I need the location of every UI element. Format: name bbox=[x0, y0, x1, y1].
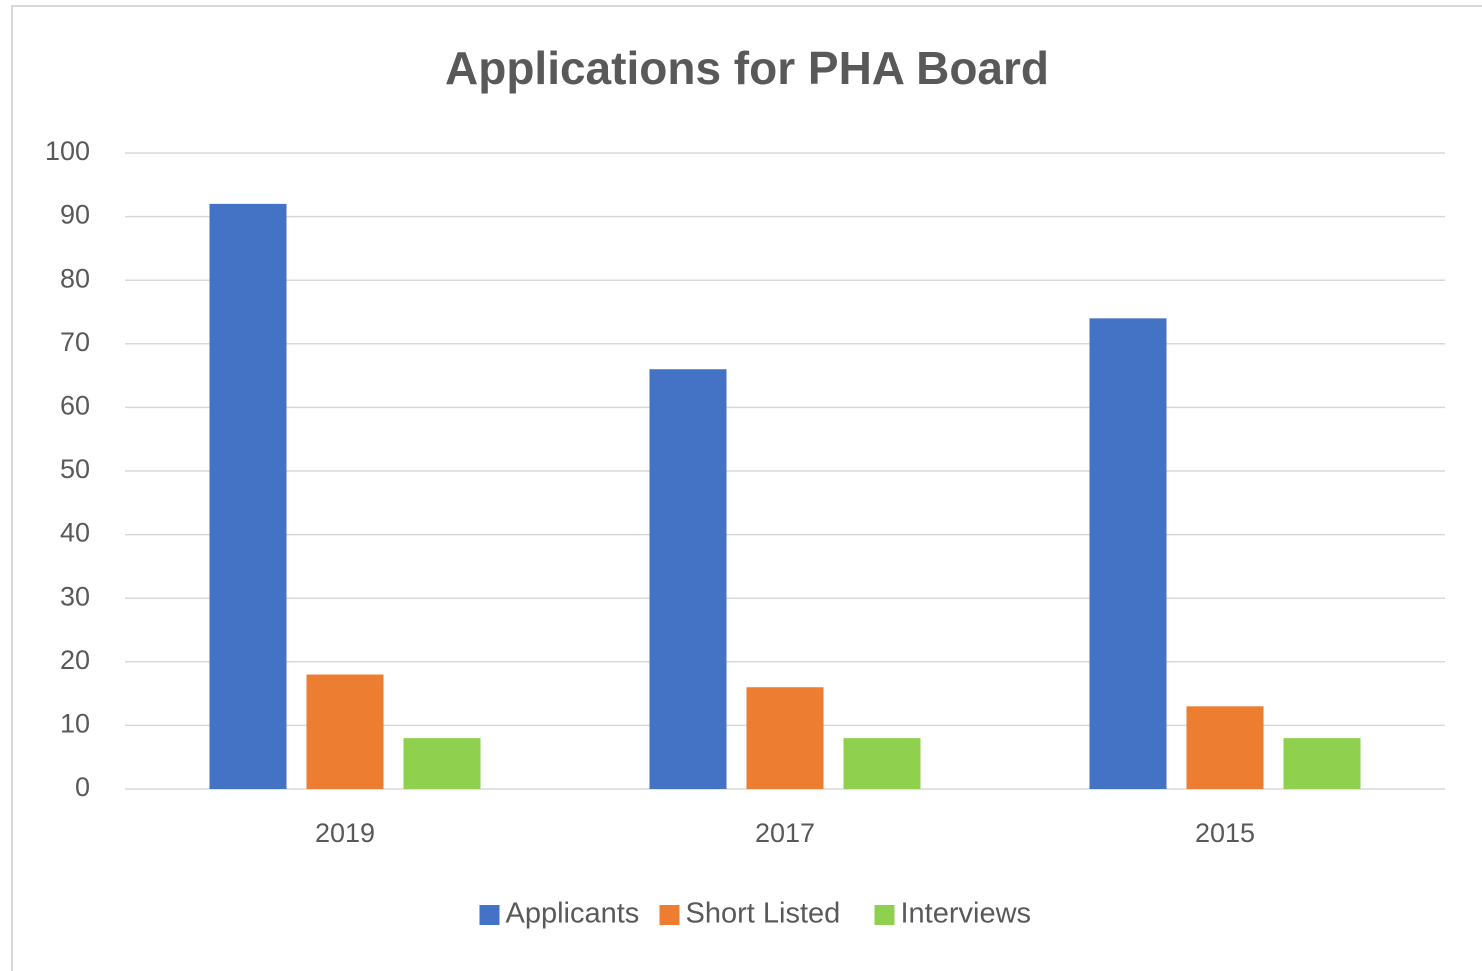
bar bbox=[1186, 706, 1264, 789]
y-tick-label: 10 bbox=[60, 709, 90, 739]
bar bbox=[843, 738, 921, 789]
y-tick-label: 60 bbox=[60, 391, 90, 421]
x-tick-label: 2019 bbox=[315, 818, 375, 848]
y-tick-label: 100 bbox=[45, 136, 90, 166]
bar bbox=[1283, 738, 1361, 789]
y-tick-label: 90 bbox=[60, 200, 90, 230]
bar bbox=[306, 674, 384, 789]
y-tick-label: 20 bbox=[60, 645, 90, 675]
legend-label: Applicants bbox=[506, 898, 640, 930]
legend-label: Interviews bbox=[901, 898, 1032, 930]
y-tick-label: 50 bbox=[60, 454, 90, 484]
y-tick-label: 40 bbox=[60, 518, 90, 548]
y-tick-label: 30 bbox=[60, 581, 90, 611]
legend-swatch bbox=[659, 905, 680, 925]
x-tick-label: 2015 bbox=[1195, 818, 1255, 848]
bar bbox=[649, 369, 727, 789]
legend-swatch bbox=[874, 905, 895, 925]
bar bbox=[746, 687, 824, 789]
legend-swatch bbox=[479, 905, 500, 925]
y-tick-label: 0 bbox=[75, 772, 90, 802]
bar bbox=[403, 738, 481, 789]
bar bbox=[1089, 318, 1167, 789]
legend-label: Short Listed bbox=[686, 898, 841, 930]
x-tick-label: 2017 bbox=[755, 818, 815, 848]
bar bbox=[209, 203, 287, 789]
y-tick-label: 80 bbox=[60, 263, 90, 293]
chart-title: Applications for PHA Board bbox=[445, 42, 1049, 94]
y-tick-label: 70 bbox=[60, 327, 90, 357]
